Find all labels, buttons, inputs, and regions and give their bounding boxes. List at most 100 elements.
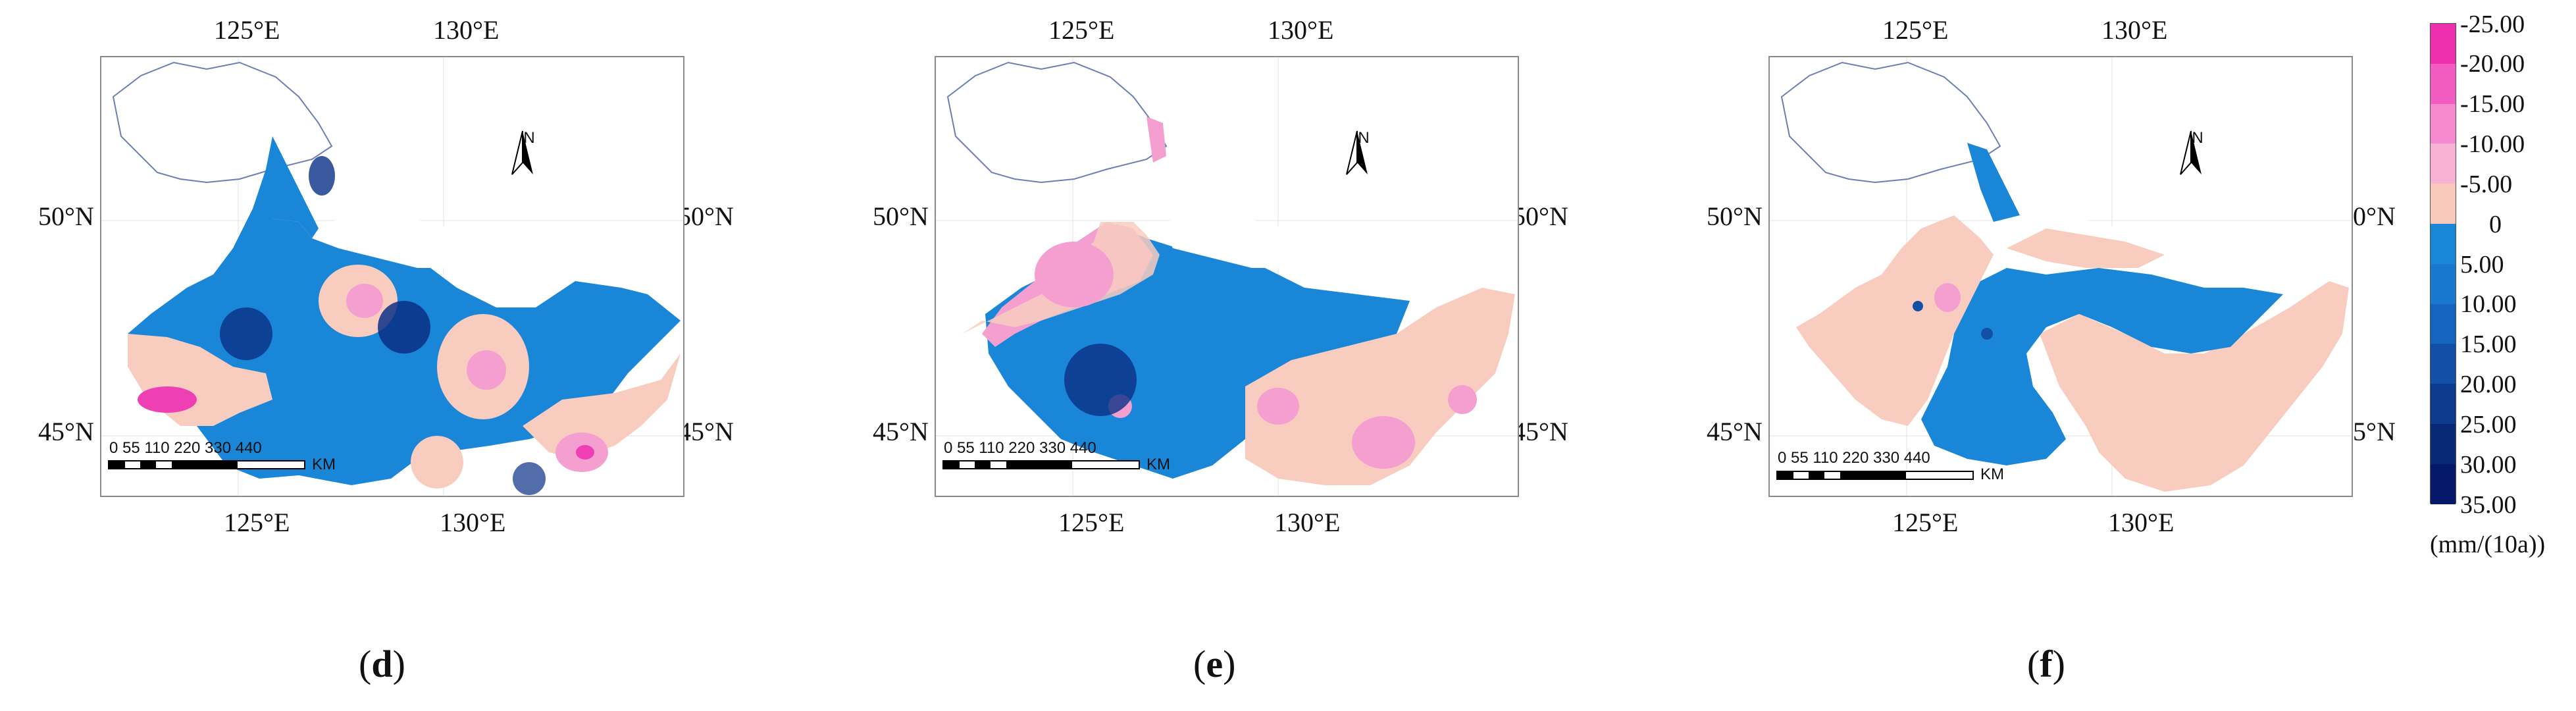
region-blue-band	[1921, 268, 2283, 465]
north-arrow: N	[1344, 129, 1383, 175]
scale-bar	[108, 460, 305, 469]
north-arrow: N	[509, 129, 549, 175]
outline-north	[946, 61, 1168, 184]
lat-label-left-45: 45°N	[873, 417, 929, 446]
lon-label-top-130: 130°E	[433, 15, 500, 45]
region-salmon-south	[411, 436, 463, 488]
patch-pink-center	[346, 284, 383, 318]
patch-magenta-se	[576, 445, 594, 460]
patch-pink-nw	[1035, 242, 1114, 307]
center-darkblue-3	[513, 462, 546, 495]
legend-colorbar	[2430, 23, 2456, 504]
scale-unit: KM	[1146, 456, 1170, 473]
legend-swatch-7	[2431, 303, 2456, 344]
scale-numbers: 0 55 110 220 330 440	[944, 439, 1096, 457]
north-letter: N	[1358, 129, 1370, 147]
legend-swatch-9	[2431, 384, 2456, 424]
scale-unit: KM	[312, 456, 336, 473]
scale-numbers: 0 55 110 220 330 440	[109, 439, 262, 457]
legend-unit: (mm/(10a))	[2430, 531, 2546, 558]
center-darkblue-4	[309, 156, 335, 196]
region-blue-north-arm	[233, 136, 319, 248]
panel-caption-e: (e)	[1193, 643, 1236, 685]
lon-label-top-125: 125°E	[1048, 15, 1115, 45]
north-letter: N	[2192, 129, 2203, 147]
lon-label-top-125: 125°E	[1882, 15, 1949, 45]
patch-pink-center	[1934, 283, 1961, 312]
lon-label-bottom-130: 130°E	[1274, 508, 1341, 537]
legend-label-2: -15.00	[2460, 90, 2525, 118]
lat-label-left-50: 50°N	[38, 201, 94, 231]
legend-label-0: -25.00	[2460, 11, 2525, 38]
map-canvas	[1770, 57, 2352, 496]
lon-label-top-130: 130°E	[1268, 15, 1334, 45]
center-darkblue-1	[1064, 344, 1137, 416]
legend-swatch-11	[2431, 463, 2456, 504]
legend-swatch-2	[2431, 103, 2456, 144]
region-salmon-east	[2040, 281, 2349, 492]
lon-label-bottom-125: 125°E	[224, 508, 290, 537]
lake-white	[325, 215, 496, 268]
lat-label-right-45: 45°N	[1512, 417, 1568, 446]
legend-label-12: 35.00	[2460, 491, 2517, 519]
lat-label-right-50: 50°N	[1512, 201, 1568, 231]
patch-pink-se-2	[1352, 416, 1415, 469]
legend-label-3: -10.00	[2460, 130, 2525, 158]
lake-white	[1160, 215, 1331, 268]
scale-unit: KM	[1980, 465, 2004, 483]
lon-label-top-130: 130°E	[2101, 15, 2168, 45]
lon-label-bottom-125: 125°E	[1058, 508, 1125, 537]
legend-swatch-0	[2431, 24, 2456, 64]
map-frame: N 0 55 110 220 330 440 KM	[100, 56, 684, 497]
legend-label-8: 15.00	[2460, 330, 2517, 358]
region-salmon-se	[1245, 288, 1515, 485]
region-pink-north-arm	[1146, 117, 1166, 163]
lat-label-right-45: 45°N	[678, 417, 734, 446]
caption-letter: f	[2040, 643, 2053, 685]
center-darkblue-1	[220, 307, 272, 360]
legend-label-1: -20.00	[2460, 50, 2525, 78]
map-frame: N 0 55 110 220 330 440 KM	[1768, 56, 2353, 497]
lon-label-bottom-130: 130°E	[440, 508, 506, 537]
patch-magenta-sw	[138, 386, 197, 413]
legend-swatch-4	[2431, 184, 2456, 224]
scale-bar	[942, 460, 1140, 469]
scale-bar	[1776, 471, 1974, 480]
lon-label-bottom-130: 130°E	[2108, 508, 2175, 537]
lat-label-right-50: 50°N	[678, 201, 734, 231]
lon-label-bottom-125: 125°E	[1892, 508, 1959, 537]
lat-label-left-50: 50°N	[1707, 201, 1763, 231]
legend-swatch-3	[2431, 144, 2456, 184]
lon-label-top-125: 125°E	[214, 15, 280, 45]
legend-label-9: 20.00	[2460, 371, 2517, 398]
patch-pink-mid	[467, 350, 506, 390]
legend-swatch-8	[2431, 344, 2456, 384]
panel-e: 125°E 130°E 50°N 45°N 50°N 45°N N	[848, 0, 1670, 711]
panel-d: 125°E 130°E 50°N 45°N 50°N 45°N	[13, 0, 836, 711]
dot-blue	[1913, 301, 1923, 311]
map-canvas	[101, 57, 683, 496]
panel-f: 125°E 130°E 50°N 45°N 50°N 45°N N	[1682, 0, 2504, 711]
legend-label-4: -5.00	[2460, 171, 2513, 198]
legend-label-10: 25.00	[2460, 411, 2517, 438]
north-arrow-icon	[511, 130, 533, 175]
north-letter: N	[523, 129, 535, 147]
legend-label-7: 10.00	[2460, 290, 2517, 318]
lat-label-left-50: 50°N	[873, 201, 929, 231]
dot-blue-2	[1981, 328, 1993, 340]
legend-swatch-5	[2431, 223, 2456, 264]
legend-label-11: 30.00	[2460, 451, 2517, 479]
patch-pink-se-1	[1257, 388, 1299, 425]
legend-swatch-10	[2431, 423, 2456, 464]
lat-label-left-45: 45°N	[38, 417, 94, 446]
legend: -25.00 -20.00 -15.00 -10.00 -5.00 0 5.00…	[2430, 11, 2575, 596]
region-salmon-nw	[962, 222, 1160, 334]
panel-caption-f: (f)	[2027, 643, 2065, 685]
legend-label-6: 5.00	[2460, 251, 2504, 278]
region-salmon-lake	[2007, 228, 2165, 268]
outline-north	[112, 61, 333, 184]
region-blue-north-arm	[1967, 143, 2020, 222]
map-canvas	[936, 57, 1518, 496]
caption-letter: d	[371, 643, 393, 685]
scale-numbers: 0 55 110 220 330 440	[1778, 449, 1930, 467]
